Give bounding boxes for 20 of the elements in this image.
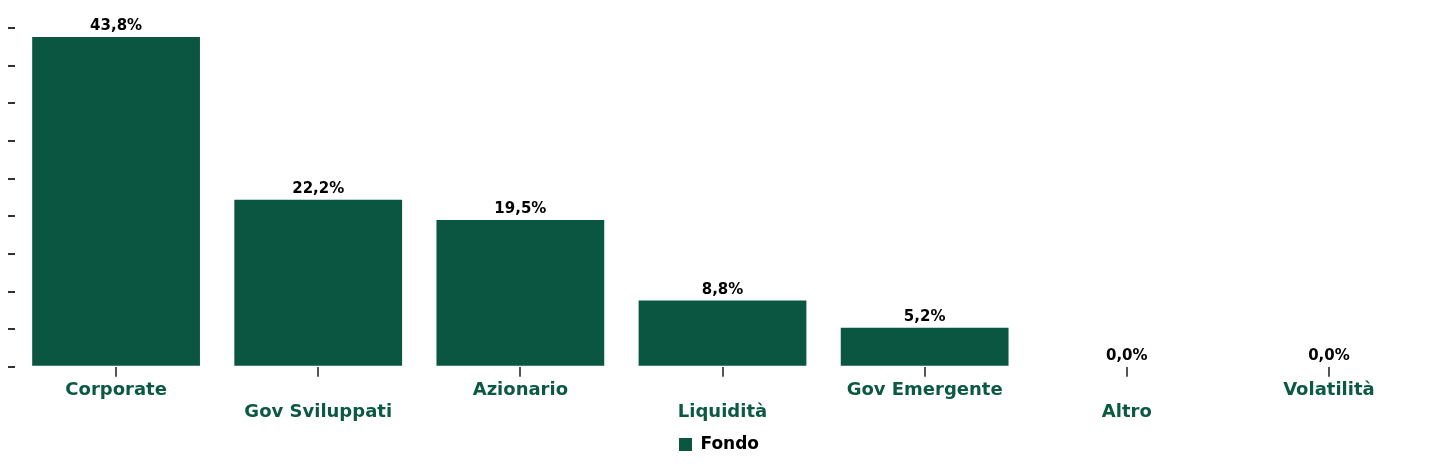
x-tick-label: Altro xyxy=(1101,399,1152,421)
data-label: 8,8% xyxy=(701,279,744,298)
x-tick-label: Gov Sviluppati xyxy=(244,399,393,421)
x-tick-label: Liquidità xyxy=(677,399,768,421)
x-tick-label: Azionario xyxy=(472,378,569,400)
legend-label: Fondo xyxy=(700,432,760,453)
bar xyxy=(234,199,403,366)
data-label: 0,0% xyxy=(1105,346,1148,365)
bar xyxy=(638,300,807,366)
data-label: 19,5% xyxy=(494,199,547,218)
x-tick-label: Gov Emergente xyxy=(846,378,1003,400)
bar xyxy=(436,219,605,366)
x-tick-label: Volatilità xyxy=(1283,378,1375,400)
data-label: 5,2% xyxy=(903,307,946,326)
data-label: 22,2% xyxy=(292,179,345,198)
bar xyxy=(32,37,200,366)
data-label: 0,0% xyxy=(1308,346,1350,365)
bar xyxy=(840,327,1009,366)
data-label: 43,8% xyxy=(90,16,143,35)
x-tick-label: Corporate xyxy=(65,378,167,400)
